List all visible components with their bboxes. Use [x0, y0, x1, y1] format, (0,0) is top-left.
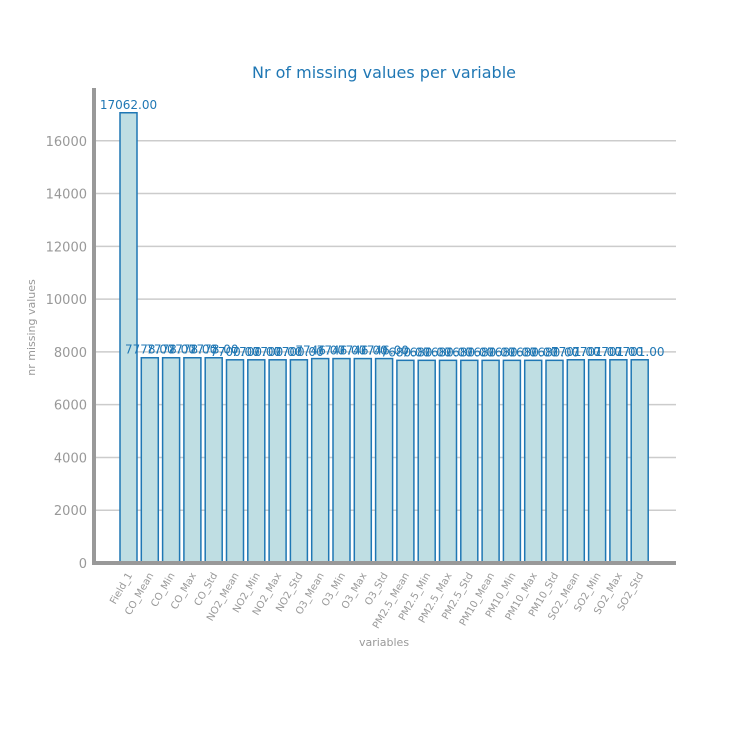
data-label: 7746.00 — [295, 344, 345, 358]
bar-PM2.5_Mean — [396, 359, 415, 564]
bar-NO2_Std — [289, 359, 309, 564]
data-label: 7680.00 — [508, 345, 558, 359]
x-axis-ticks: Field_1CO_MeanCO_MinCO_MaxCO_StdNO2_Mean… — [108, 571, 646, 631]
data-label: 7778.00 — [125, 343, 175, 357]
data-label: 7680.00 — [466, 345, 516, 359]
bar-SO2_Std — [630, 359, 649, 564]
data-label: 7700.00 — [210, 345, 260, 359]
bar-PM10_Max — [523, 359, 543, 564]
data-label: 7778.00 — [146, 343, 196, 357]
y-tick-label: 10000 — [46, 293, 87, 308]
bar-SO2_Max — [609, 359, 628, 564]
bar-O3_Max — [353, 357, 373, 564]
bar-PM10_Min — [502, 359, 522, 564]
bar-PM2.5_Min — [417, 359, 436, 564]
bar-CO_Max — [183, 356, 202, 564]
y-tick-label: 16000 — [46, 135, 87, 150]
data-label: 7746.00 — [338, 344, 388, 358]
data-label: 17062.00 — [100, 98, 157, 112]
chart-title: Nr of missing values per variable — [252, 63, 516, 82]
data-label: 7680.00 — [381, 345, 431, 359]
bar-O3_Std — [374, 357, 394, 564]
y-tick-label: 8000 — [54, 346, 87, 361]
bar-CO_Min — [161, 356, 181, 564]
bar-NO2_Min — [247, 359, 266, 564]
y-tick-label: 4000 — [54, 451, 87, 466]
data-label: 7680.00 — [444, 345, 494, 359]
bar-SO2_Min — [587, 359, 607, 564]
data-label: 7700.00 — [274, 345, 324, 359]
y-tick-label: 14000 — [46, 188, 87, 203]
data-labels: 17062.007778.007778.007778.007778.007700… — [100, 98, 665, 360]
x-axis-label: variables — [359, 636, 409, 649]
y-axis-label: nr missing values — [25, 279, 38, 376]
bars — [119, 112, 649, 564]
bar-Field_1 — [119, 112, 138, 564]
bar-SO2_Mean — [566, 359, 586, 564]
bar-NO2_Mean — [225, 359, 245, 564]
y-tick-label: 12000 — [46, 240, 87, 255]
data-label: 7680.00 — [487, 345, 537, 359]
bar-O3_Mean — [310, 357, 330, 564]
data-label: 7778.00 — [189, 343, 239, 357]
data-label: 7700.00 — [253, 345, 303, 359]
y-tick-label: 6000 — [54, 399, 87, 414]
data-label: 7746.00 — [317, 344, 367, 358]
bar-PM10_Mean — [481, 359, 500, 564]
y-axis-ticks: 0 2000 4000 6000 8000 10000 12000 14000 16000 — [46, 135, 87, 572]
data-label: 7680.00 — [423, 345, 473, 359]
bar-PM2.5_Std — [460, 359, 479, 564]
data-label: 7701.00 — [615, 345, 665, 359]
data-label: 7701.00 — [551, 345, 601, 359]
data-label: 7746.00 — [359, 344, 409, 358]
y-tick-label: 0 — [79, 557, 87, 572]
data-label: 7680.00 — [402, 345, 452, 359]
data-label: 7701.00 — [572, 345, 622, 359]
data-label: 7778.00 — [168, 343, 218, 357]
bar-PM2.5_Max — [438, 359, 458, 564]
bar-PM10_Std — [545, 359, 564, 564]
y-tick-label: 2000 — [54, 504, 87, 519]
bar-NO2_Max — [268, 359, 287, 564]
data-label: 7701.00 — [594, 345, 644, 359]
bar-O3_Min — [332, 357, 351, 564]
data-label: 7680.00 — [530, 345, 580, 359]
bar-CO_Std — [204, 356, 223, 564]
bar-CO_Mean — [140, 356, 160, 564]
data-label: 7700.00 — [231, 345, 281, 359]
